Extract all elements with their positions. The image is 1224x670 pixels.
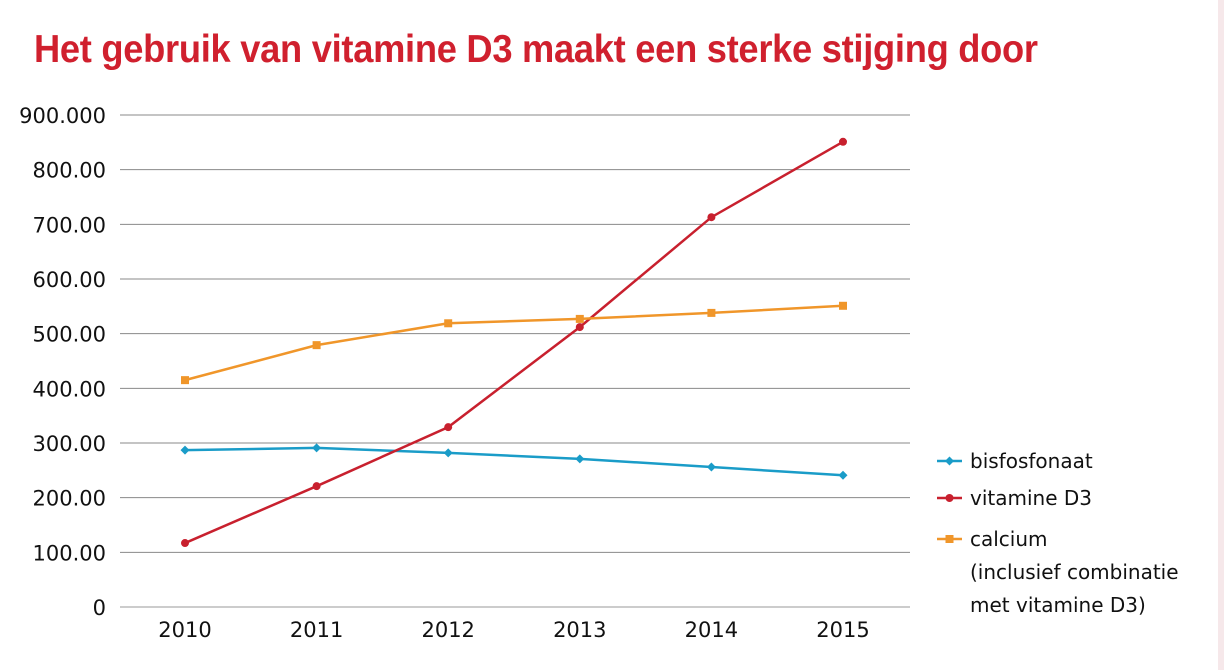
data-point-calcium: [312, 341, 321, 350]
data-point-vitamine-d3: [707, 213, 716, 222]
data-point-calcium: [839, 301, 847, 310]
y-tick-label: 0: [93, 596, 106, 620]
data-point-vitamine-d3: [444, 423, 453, 432]
data-point-vitamine-d3: [839, 137, 847, 146]
data-point-bisfosfonaat: [312, 443, 322, 453]
data-point-calcium: [707, 308, 716, 317]
y-tick-label: 700.00: [33, 213, 106, 237]
legend-marker-bisfosfonaat: [945, 456, 954, 466]
data-point-vitamine-d3: [575, 323, 584, 332]
x-tick-label: 2011: [290, 618, 343, 642]
x-tick-label: 2013: [553, 618, 606, 642]
page-edge: [1218, 0, 1224, 670]
y-tick-label: 200.00: [33, 487, 106, 511]
x-tick-label: 2015: [816, 618, 869, 642]
y-tick-label: 900.000: [19, 104, 106, 128]
data-point-bisfosfonaat: [575, 454, 585, 464]
y-tick-label: 300.00: [33, 432, 106, 456]
data-point-bisfosfonaat: [706, 462, 716, 472]
data-point-calcium: [444, 319, 453, 328]
data-point-vitamine-d3: [181, 539, 189, 548]
legend-marker-calcium: [945, 535, 954, 543]
legend-label-calcium: calcium: [970, 527, 1048, 551]
y-tick-label: 600.00: [33, 268, 106, 292]
legend-label-bisfosfonaat: bisfosfonaat: [970, 449, 1093, 473]
data-point-bisfosfonaat: [443, 448, 453, 458]
legend-marker-vitamine-d3: [945, 494, 954, 502]
y-tick-label: 500.00: [33, 323, 106, 347]
data-point-calcium: [575, 314, 584, 323]
series-line-calcium: [184, 304, 844, 382]
x-tick-label: 2012: [421, 618, 474, 642]
x-tick-label: 2014: [685, 618, 738, 642]
series-line-vitamine-d3: [184, 140, 844, 545]
data-point-vitamine-d3: [312, 482, 321, 491]
chart-title: Het gebruik van vitamine D3 maakt een st…: [34, 28, 1038, 71]
y-tick-label: 100.00: [33, 541, 106, 565]
legend-label-calcium: (inclusief combinatie: [970, 560, 1179, 584]
series-line-bisfosfonaat: [184, 446, 844, 477]
legend-label-calcium: met vitamine D3): [970, 593, 1146, 617]
y-tick-label: 400.00: [33, 377, 106, 401]
y-tick-label: 800.00: [33, 159, 106, 183]
legend-label-vitamine-d3: vitamine D3: [970, 486, 1092, 510]
data-point-bisfosfonaat: [838, 470, 848, 480]
data-point-calcium: [181, 376, 189, 385]
x-tick-label: 2010: [158, 618, 211, 642]
data-point-bisfosfonaat: [180, 445, 190, 455]
